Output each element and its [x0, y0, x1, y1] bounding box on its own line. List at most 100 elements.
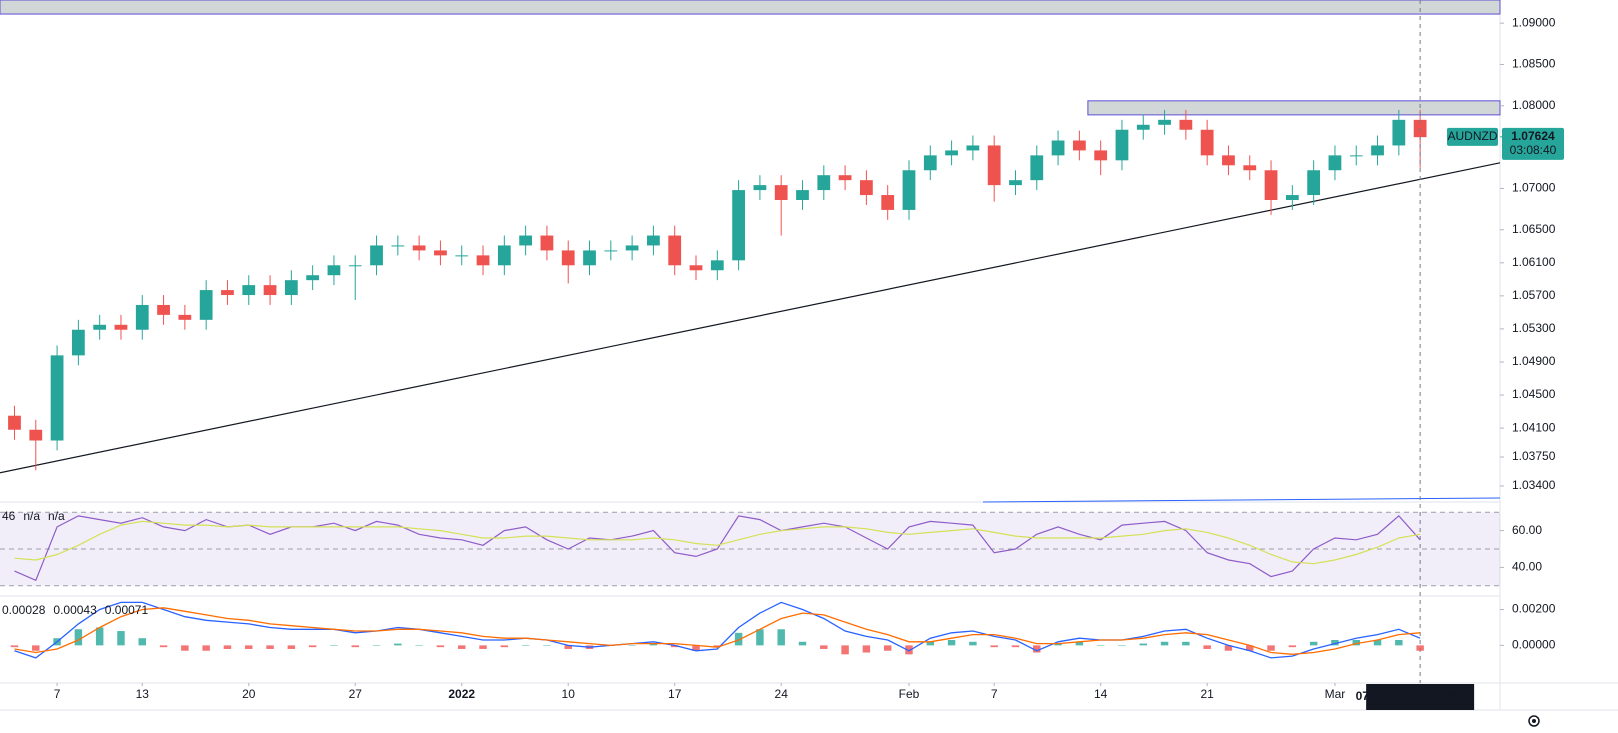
histogram-bar	[1267, 645, 1275, 651]
histogram-bar	[32, 645, 40, 651]
x-tick-label: 13	[136, 687, 150, 701]
histogram-bar	[798, 641, 807, 646]
candle-body	[902, 170, 916, 210]
legend-value: 46	[2, 509, 16, 523]
candle-body	[945, 150, 958, 156]
histogram-bar	[266, 645, 274, 649]
candle-body	[1285, 195, 1299, 200]
settings-gear[interactable]	[1528, 715, 1540, 727]
histogram-bar	[1288, 645, 1297, 648]
candle-body	[604, 250, 618, 252]
x-tick-label: Feb	[899, 687, 920, 701]
histogram-bar	[1331, 640, 1339, 646]
crosshair-date: 07 Mar '22	[1356, 689, 1414, 703]
histogram-bar	[330, 645, 338, 646]
candle-body	[860, 180, 873, 196]
candle-body	[668, 235, 682, 266]
histogram-bar	[74, 629, 83, 646]
histogram-bar	[1224, 645, 1233, 651]
candle-body	[1158, 119, 1171, 125]
histogram-bar	[500, 645, 509, 648]
candle-body	[540, 235, 554, 251]
candle-body	[1243, 165, 1257, 171]
histogram-bar	[159, 645, 168, 648]
histogram-bar	[564, 645, 572, 649]
candle-body	[455, 255, 469, 257]
candle-body	[1392, 119, 1406, 146]
histogram-bar	[649, 643, 658, 646]
candle-body	[1030, 155, 1044, 181]
candle-body	[881, 195, 895, 210]
candle-body	[838, 175, 852, 181]
x-tick-label: 27	[349, 687, 363, 701]
histogram-bar	[1182, 641, 1190, 646]
candle-body	[327, 265, 341, 276]
y-tick-label: 1.08000	[1512, 98, 1556, 112]
candle-body	[242, 285, 256, 296]
x-tick-label: 2022	[448, 687, 475, 701]
candle-body	[583, 250, 596, 266]
histogram-bar	[905, 645, 913, 655]
histogram-bar	[1246, 645, 1254, 651]
histogram-bar	[862, 645, 871, 653]
candle-body	[1072, 140, 1086, 151]
y-tick-label: 1.09000	[1512, 15, 1556, 29]
histogram-bar	[1011, 645, 1020, 648]
candle-body	[796, 190, 809, 200]
x-tick-label: 24	[775, 687, 789, 701]
settings-gear-core[interactable]	[1532, 719, 1536, 723]
histogram-bar	[1075, 641, 1084, 646]
histogram-bar	[202, 645, 210, 651]
candle-body	[1222, 155, 1235, 166]
histogram-bar	[1118, 645, 1126, 646]
candle-body	[561, 250, 575, 266]
x-tick-label: 20	[242, 687, 256, 701]
candle-body	[1115, 129, 1129, 161]
histogram-bar	[394, 643, 402, 646]
histogram-bar	[969, 641, 977, 646]
y-tick-label: 0.00200	[1512, 602, 1556, 616]
legend-value: 0.00071	[105, 603, 149, 617]
histogram-bar	[521, 645, 530, 646]
histogram-bar	[245, 645, 253, 649]
histogram-bar	[308, 645, 317, 648]
y-tick-label: 0.00000	[1512, 638, 1556, 652]
histogram-bar	[692, 645, 700, 651]
histogram-bar	[436, 645, 445, 648]
candle-body	[1307, 170, 1321, 196]
symbol-label: AUDNZD	[1448, 129, 1498, 143]
histogram-bar	[820, 645, 828, 649]
y-tick-label: 1.08500	[1512, 57, 1556, 71]
settings-icon[interactable]	[1528, 715, 1540, 727]
candle-body	[519, 235, 533, 246]
y-tick-label: 1.06100	[1512, 255, 1556, 269]
candle-body	[93, 324, 107, 330]
candle-body	[306, 275, 320, 281]
trend-line	[0, 162, 1501, 474]
histogram-bar	[10, 645, 19, 648]
legend-value: 0.00043	[53, 603, 97, 617]
indicator-line	[14, 601, 1421, 659]
candle-body	[1264, 170, 1278, 200]
countdown-label: 03:08:40	[1510, 143, 1557, 157]
candle-body	[1328, 155, 1342, 171]
histogram-bar	[181, 645, 189, 651]
histogram-bar	[287, 645, 296, 649]
histogram-bar	[713, 645, 722, 648]
x-tick-label: 21	[1200, 687, 1214, 701]
histogram-bar	[990, 645, 998, 648]
histogram-bar	[1203, 645, 1211, 649]
candle-body	[1136, 124, 1150, 130]
histogram-bar	[1309, 641, 1318, 646]
histogram-bar	[223, 645, 232, 649]
y-tick-label: 1.03400	[1512, 478, 1556, 492]
candle-body	[966, 145, 980, 151]
drawing-line	[982, 497, 1501, 503]
last-price-box	[1502, 127, 1564, 160]
candle-body	[1179, 119, 1193, 130]
price-zone	[1087, 100, 1501, 116]
candle-body	[710, 260, 724, 271]
y-tick-label: 60.00	[1512, 523, 1542, 537]
candle-body	[753, 185, 767, 191]
